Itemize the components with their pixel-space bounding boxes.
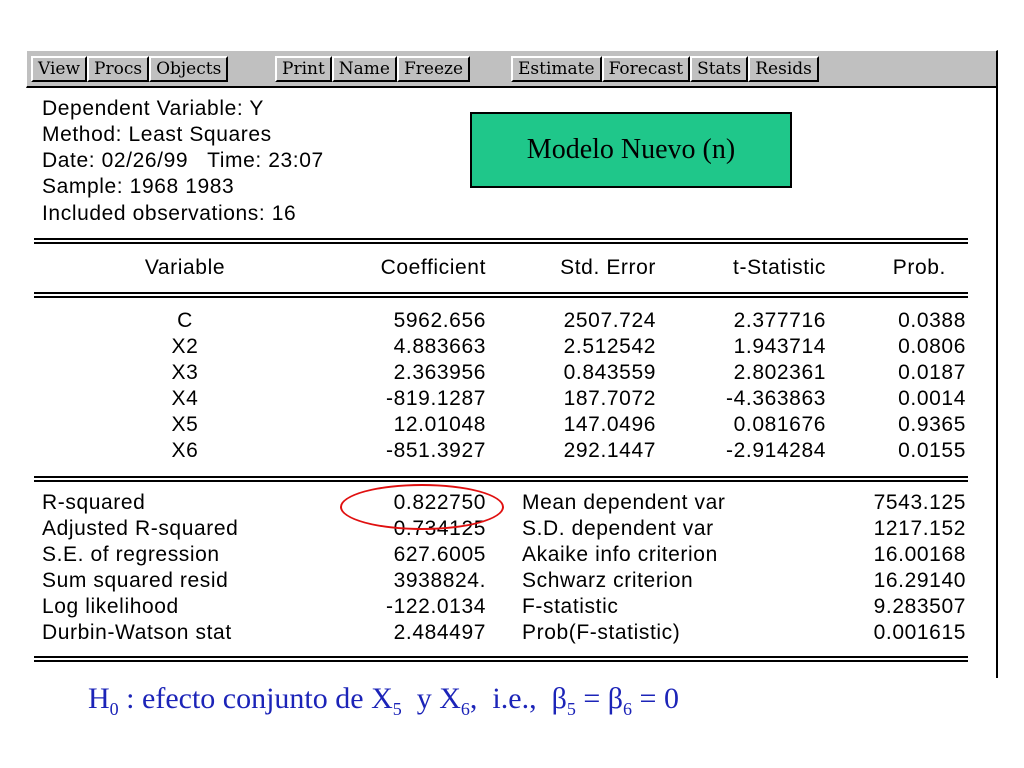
toolbar-group-estimate: Estimate Forecast Stats Resids [511, 56, 819, 82]
separator-columns [34, 292, 968, 298]
hyp-text-3: , i.e., β [469, 682, 567, 715]
hyp-b5-sub: 5 [566, 699, 576, 719]
row-variable: X4 [171, 387, 199, 410]
stat-value-right: 16.29140 [873, 569, 966, 592]
row-variable: C [177, 309, 193, 332]
row-t-statistic: 2.802361 [733, 361, 826, 384]
row-variable: X6 [171, 439, 199, 462]
separator-top [34, 238, 968, 244]
row-t-statistic: 1.943714 [733, 335, 826, 358]
objects-button[interactable]: Objects [149, 56, 229, 82]
row-std-error: 2507.724 [563, 309, 656, 332]
toolbar-group-view: View Procs Objects [31, 56, 229, 82]
row-coefficient: 2.363956 [393, 361, 486, 384]
forecast-button[interactable]: Forecast [601, 56, 691, 82]
included-observations-line: Included observations: 16 [42, 202, 297, 225]
column-header-std-error: Std. Error [560, 256, 656, 279]
row-t-statistic: -2.914284 [726, 439, 826, 462]
hyp-text-1: : efecto conjunto de X [118, 682, 393, 715]
hyp-text-2: y X [401, 682, 461, 715]
stat-value-right: 9.283507 [873, 595, 966, 618]
resids-button[interactable]: Resids [748, 56, 819, 82]
stat-value-right: 7543.125 [873, 491, 966, 514]
stat-label-left: Adjusted R-squared [42, 517, 239, 540]
sample-line: Sample: 1968 1983 [42, 175, 235, 198]
stat-value-right: 16.00168 [873, 543, 966, 566]
row-variable: X5 [171, 413, 199, 436]
stat-value-left: 3938824. [393, 569, 486, 592]
dependent-variable-line: Dependent Variable: Y [42, 97, 264, 120]
hyp-x6-sub: 6 [460, 699, 470, 719]
stat-label-left: Durbin-Watson stat [42, 621, 232, 644]
stat-label-left: Log likelihood [42, 595, 179, 618]
stat-label-left: S.E. of regression [42, 543, 220, 566]
row-coefficient: 4.883663 [393, 335, 486, 358]
stat-value-left: 2.484497 [393, 621, 486, 644]
column-header-prob: Prob. [892, 256, 946, 279]
date-time-line: Date: 02/26/99 Time: 23:07 [42, 149, 324, 172]
stat-label-right: Akaike info criterion [522, 543, 718, 566]
hyp-h-sub: 0 [109, 699, 119, 719]
stat-value-left: -122.0134 [386, 595, 486, 618]
row-coefficient: -851.3927 [386, 439, 486, 462]
hypothesis-statement: H0 : efecto conjunto de X5 y X6, i.e., β… [88, 682, 679, 720]
view-button[interactable]: View [31, 56, 88, 82]
separator-stats [34, 476, 968, 482]
method-line: Method: Least Squares [42, 123, 272, 146]
column-header-t-statistic: t-Statistic [733, 256, 826, 279]
row-coefficient: -819.1287 [386, 387, 486, 410]
row-variable: X2 [171, 335, 199, 358]
column-header-coefficient: Coefficient [380, 256, 486, 279]
hyp-text-4: = β [575, 682, 624, 715]
stat-label-right: Mean dependent var [522, 491, 726, 514]
row-t-statistic: -4.363863 [726, 387, 826, 410]
row-coefficient: 5962.656 [393, 309, 486, 332]
column-header-variable: Variable [144, 256, 226, 279]
stat-label-right: S.D. dependent var [522, 517, 714, 540]
row-std-error: 2.512542 [563, 335, 656, 358]
model-label-box: Modelo Nuevo (n) [470, 112, 792, 188]
print-button[interactable]: Print [275, 56, 332, 82]
row-prob: 0.0014 [898, 387, 966, 410]
stat-value-left: 627.6005 [393, 543, 486, 566]
hyp-b6-sub: 6 [623, 699, 633, 719]
stat-label-right: Schwarz criterion [522, 569, 694, 592]
stat-label-right: F-statistic [522, 595, 619, 618]
row-std-error: 147.0496 [563, 413, 656, 436]
row-prob: 0.0187 [898, 361, 966, 384]
row-variable: X3 [171, 361, 199, 384]
hyp-text-5: = 0 [632, 682, 679, 715]
r-squared-highlight-circle [340, 484, 504, 530]
stat-label-right: Prob(F-statistic) [522, 621, 681, 644]
row-std-error: 0.843559 [563, 361, 656, 384]
name-button[interactable]: Name [331, 56, 397, 82]
eviews-toolbar: View Procs Objects Print Name Freeze Est… [26, 50, 998, 88]
row-coefficient: 12.01048 [393, 413, 486, 436]
row-std-error: 292.1447 [563, 439, 656, 462]
estimate-button[interactable]: Estimate [511, 56, 602, 82]
row-prob: 0.0155 [898, 439, 966, 462]
hyp-h: H [88, 682, 110, 715]
row-prob: 0.9365 [898, 413, 966, 436]
model-label-text: Modelo Nuevo (n) [526, 134, 736, 165]
stat-value-right: 0.001615 [873, 621, 966, 644]
freeze-button[interactable]: Freeze [397, 56, 471, 82]
row-std-error: 187.7072 [563, 387, 656, 410]
stat-value-right: 1217.152 [873, 517, 966, 540]
row-prob: 0.0806 [898, 335, 966, 358]
row-prob: 0.0388 [898, 309, 966, 332]
row-t-statistic: 0.081676 [733, 413, 826, 436]
hyp-x5-sub: 5 [392, 699, 402, 719]
procs-button[interactable]: Procs [87, 56, 150, 82]
stats-button[interactable]: Stats [690, 56, 749, 82]
stat-label-left: R-squared [42, 491, 146, 514]
separator-bottom [34, 656, 968, 662]
toolbar-group-print: Print Name Freeze [275, 56, 471, 82]
stat-label-left: Sum squared resid [42, 569, 229, 592]
row-t-statistic: 2.377716 [733, 309, 826, 332]
